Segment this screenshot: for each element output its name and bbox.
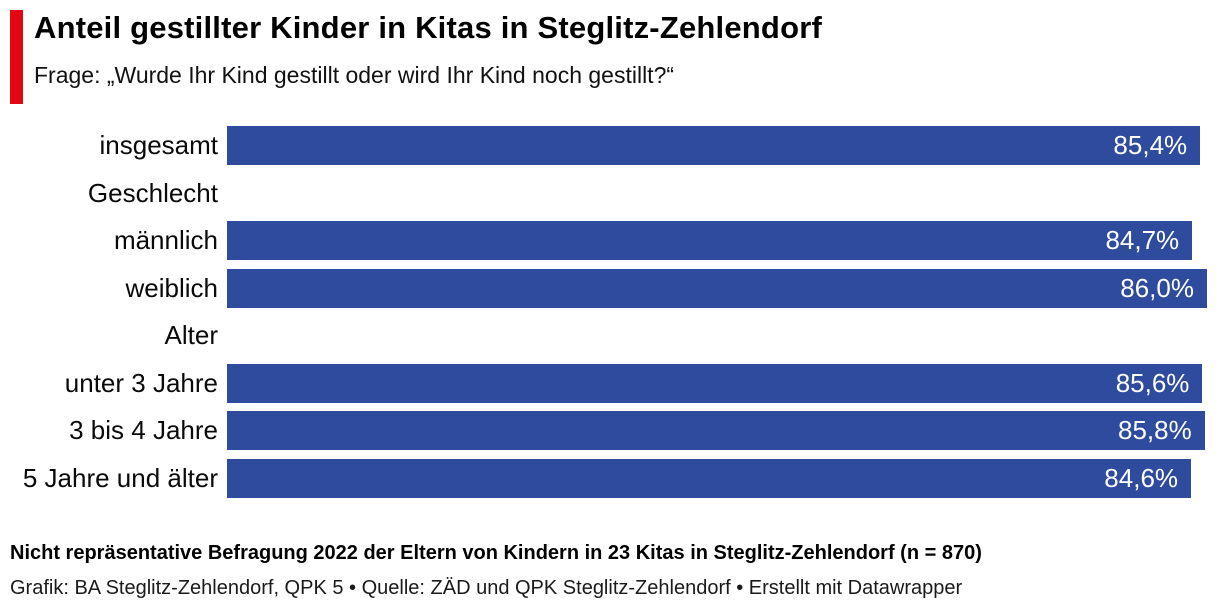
bar-row: männlich 84,7% bbox=[10, 217, 1207, 265]
group-header-row: Geschlecht bbox=[10, 170, 1207, 218]
bar: 84,6% bbox=[227, 458, 1192, 498]
bar: 85,4% bbox=[227, 126, 1201, 166]
chart-notes: Nicht repräsentative Befragung 2022 der … bbox=[10, 542, 982, 564]
bar-row: unter 3 Jahre 85,6% bbox=[10, 360, 1207, 408]
group-header-row: Alter bbox=[10, 312, 1207, 360]
bar-value-label: 84,7% bbox=[1105, 225, 1180, 256]
bar-value-label: 85,6% bbox=[1115, 367, 1190, 398]
chart-byline: Grafik: BA Steglitz-Zehlendorf, QPK 5 • … bbox=[10, 577, 963, 599]
bar-category-label: unter 3 Jahre bbox=[64, 367, 218, 398]
bar-track: 84,7% bbox=[227, 221, 1207, 261]
bar-category-label: 5 Jahre und älter bbox=[22, 462, 218, 493]
bar: 85,8% bbox=[227, 411, 1205, 451]
bar-row: 5 Jahre und älter 84,6% bbox=[10, 455, 1207, 503]
bar-value-label: 84,6% bbox=[1104, 462, 1179, 493]
chart-title: Anteil gestillter Kinder in Kitas in Ste… bbox=[34, 10, 822, 45]
bar-value-label: 85,8% bbox=[1117, 415, 1192, 446]
bar-row: insgesamt 85,4% bbox=[10, 122, 1207, 170]
group-header-label: Alter bbox=[164, 320, 218, 351]
bar-value-label: 86,0% bbox=[1120, 272, 1194, 303]
bar-track: 85,4% bbox=[227, 126, 1207, 166]
chart-footer: Nicht repräsentative Befragung 2022 der … bbox=[10, 540, 1210, 601]
bar: 84,7% bbox=[227, 221, 1193, 261]
bar-chart-plot-area: insgesamt 85,4% Geschlecht männlich 84,7% wei… bbox=[10, 122, 1207, 502]
bar-row: 3 bis 4 Jahre 85,8% bbox=[10, 407, 1207, 455]
bar-track: 85,6% bbox=[227, 363, 1207, 403]
chart-header: Anteil gestillter Kinder in Kitas in Ste… bbox=[10, 8, 1210, 104]
bar-value-label: 85,4% bbox=[1113, 130, 1188, 161]
bar-category-label: männlich bbox=[113, 225, 218, 256]
chart-subtitle: Frage: „Wurde Ihr Kind gestillt oder wir… bbox=[34, 62, 675, 88]
bar-track: 85,8% bbox=[227, 411, 1207, 451]
bar-track: 86,0% bbox=[227, 268, 1207, 308]
bar-row: weiblich 86,0% bbox=[10, 265, 1207, 313]
bar: 86,0% bbox=[227, 268, 1207, 308]
red-accent-bar bbox=[10, 10, 23, 104]
bar: 85,6% bbox=[227, 363, 1203, 403]
bar-category-label: insgesamt bbox=[99, 130, 219, 161]
bar-category-label: weiblich bbox=[125, 272, 219, 303]
bar-track: 84,6% bbox=[227, 458, 1207, 498]
group-header-label: Geschlecht bbox=[87, 177, 218, 208]
bar-category-label: 3 bis 4 Jahre bbox=[69, 415, 218, 446]
